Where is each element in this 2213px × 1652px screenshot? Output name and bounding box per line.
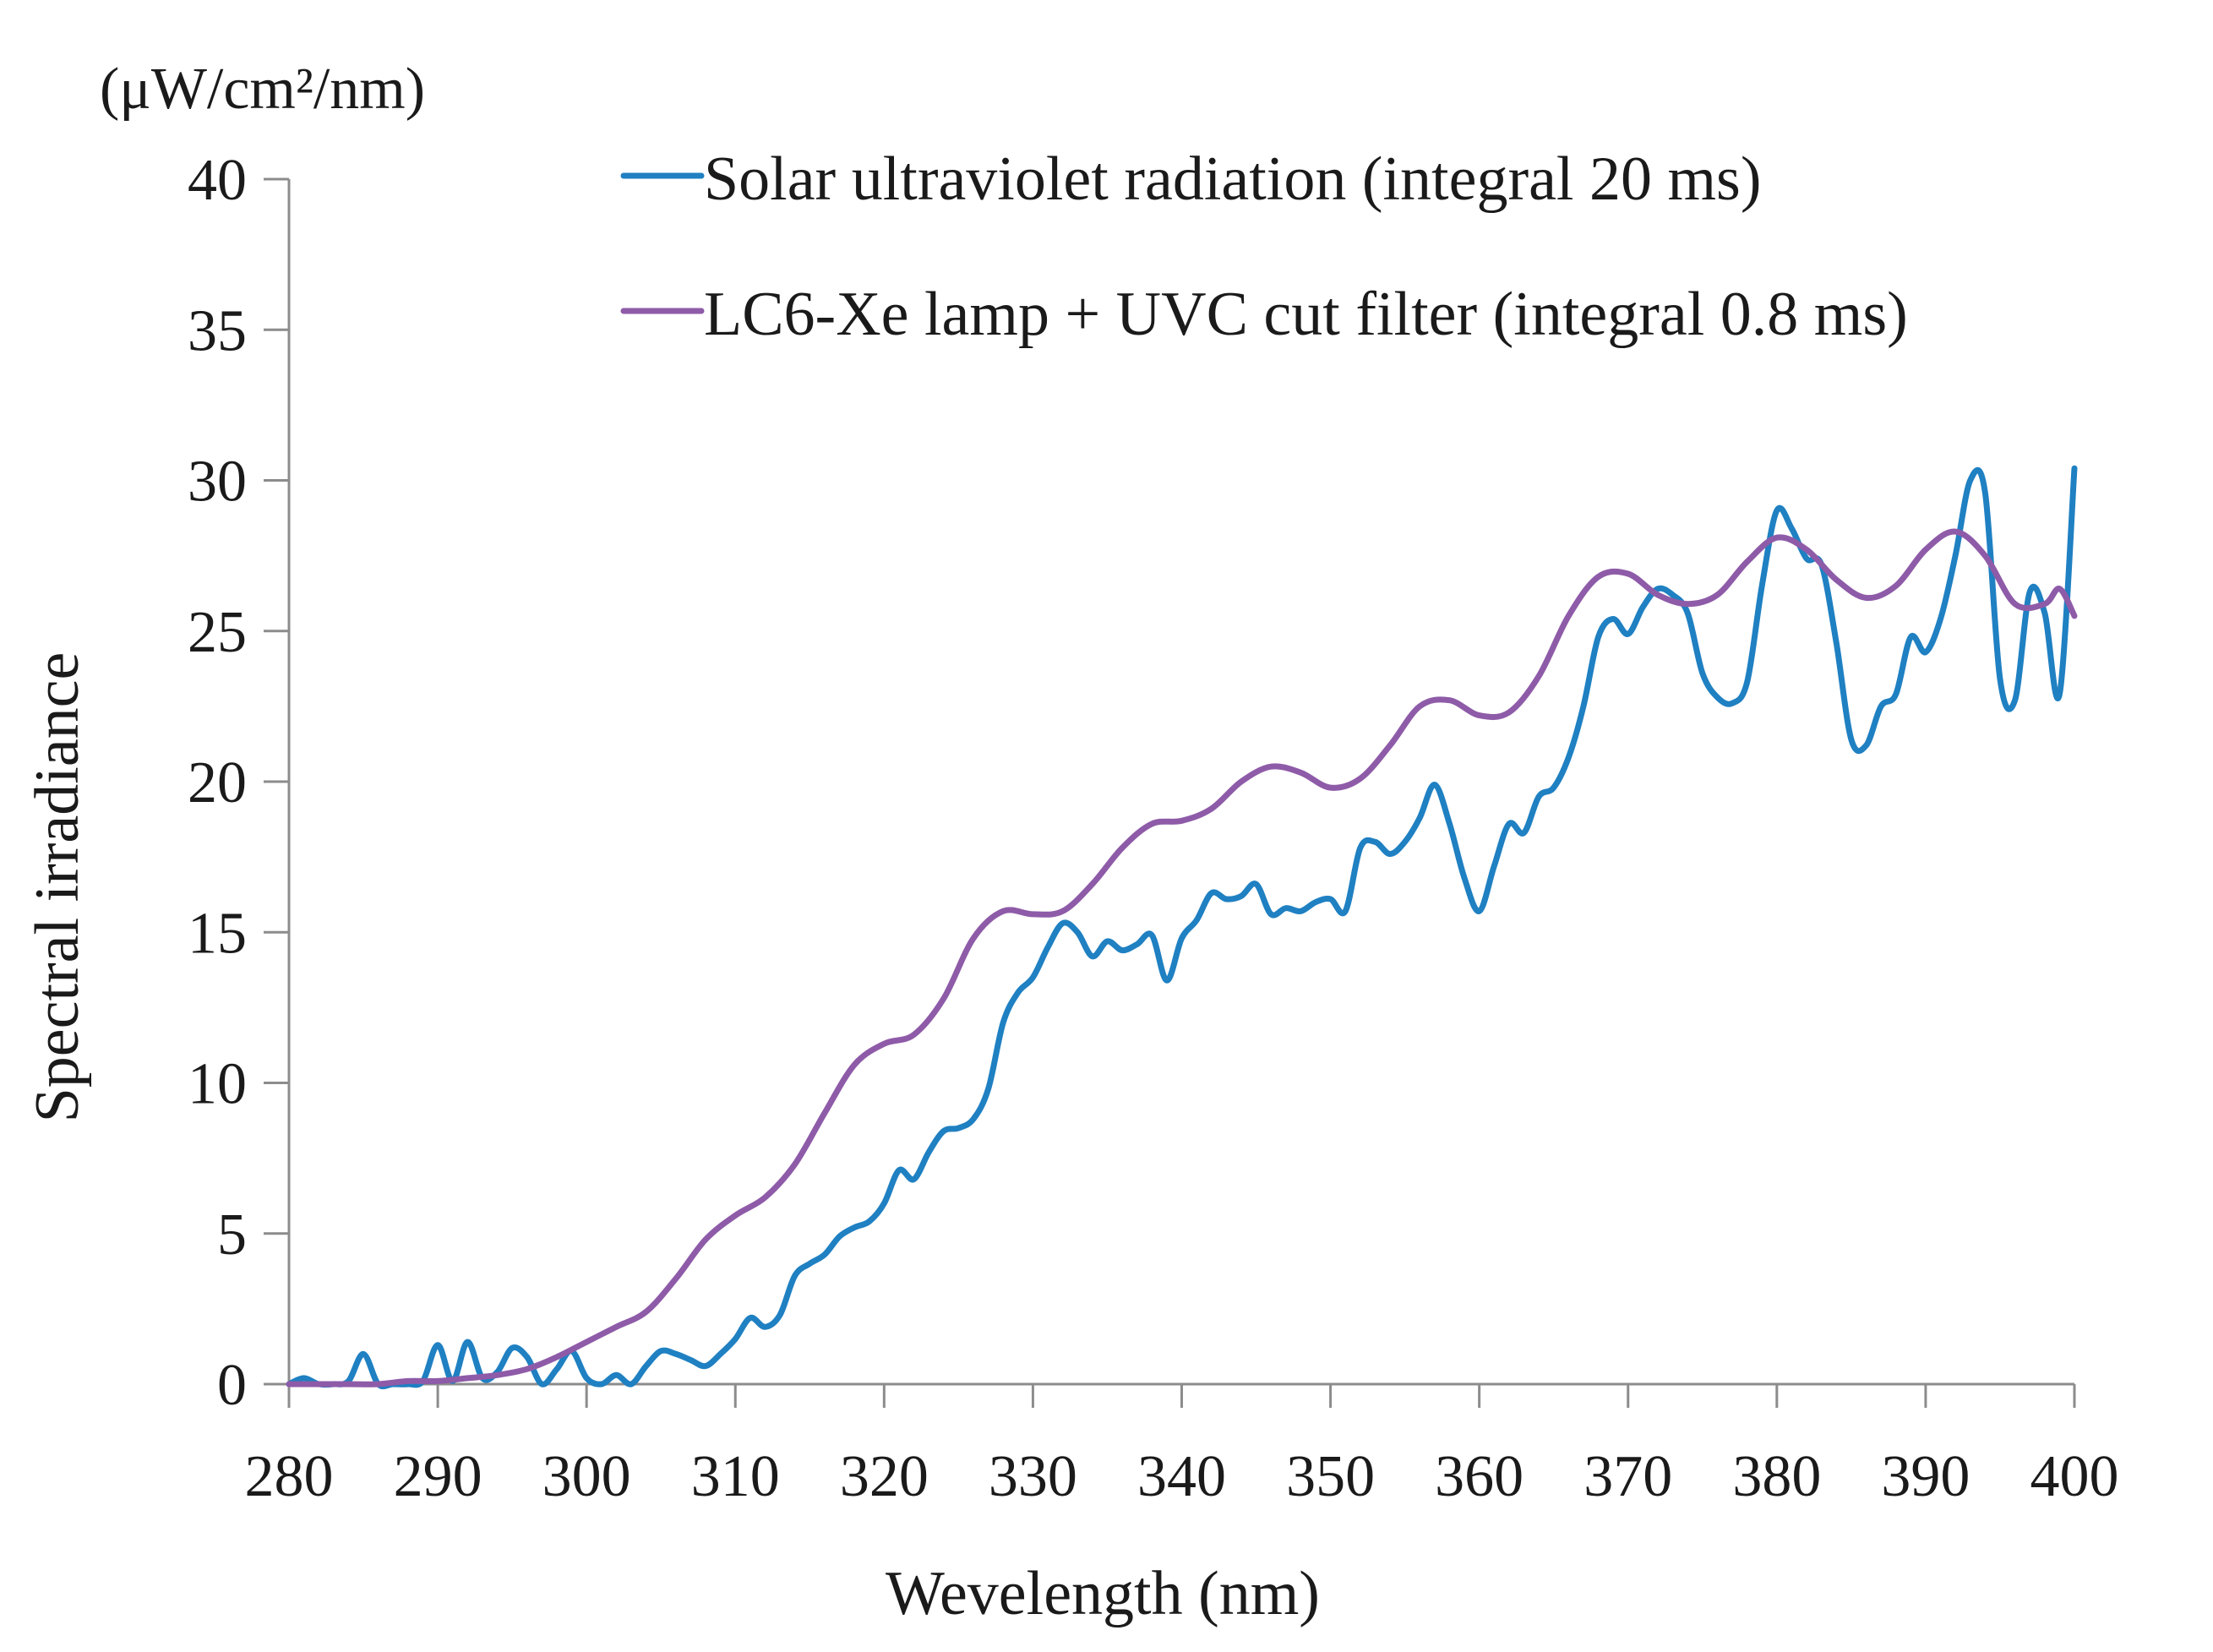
x-axis-title: Wevelength (nm) [886, 1559, 1320, 1628]
x-tick-label: 300 [542, 1444, 631, 1509]
y-tick-label: 0 [217, 1353, 247, 1418]
legend-label-solar: Solar ultraviolet radiation (integral 20… [704, 144, 1762, 214]
legend-label-lamp: LC6-Xe lamp + UVC cut filter (integral 0… [704, 280, 1908, 349]
series-line-solar [286, 465, 2078, 1390]
y-tick-label: 20 [188, 750, 247, 815]
y-tick-label: 30 [188, 450, 247, 515]
x-tick-label: 360 [1435, 1444, 1523, 1509]
units-label: (μW/cm²/nm) [100, 57, 425, 122]
x-tick-label: 290 [394, 1444, 482, 1509]
x-tick-label: 350 [1286, 1444, 1375, 1509]
x-tick-label: 280 [245, 1444, 334, 1509]
legend: Solar ultraviolet radiation (integral 20… [620, 144, 1908, 349]
y-tick-label: 5 [217, 1202, 247, 1268]
x-tick-label: 390 [1881, 1444, 1970, 1509]
x-tick-label: 370 [1583, 1444, 1672, 1509]
y-tick-label: 15 [188, 901, 247, 966]
axes [287, 179, 2074, 1386]
y-tick-label: 10 [188, 1052, 247, 1117]
x-tick-label: 400 [2030, 1444, 2119, 1509]
y-tick-label: 35 [188, 298, 247, 363]
y-tick-label: 25 [188, 600, 247, 665]
x-tick-label: 330 [989, 1444, 1077, 1509]
ticks: 0 5 10 15 20 25 30 35 40 280 290 300 310 320 330 340 350… [188, 148, 2119, 1509]
series-line-lamp [286, 528, 2078, 1388]
x-tick-label: 310 [691, 1444, 780, 1509]
x-tick-label: 340 [1137, 1444, 1226, 1509]
plot-area [286, 465, 2078, 1390]
y-axis-title: Spectral irradiance [23, 652, 92, 1123]
x-tick-label: 320 [840, 1444, 929, 1509]
y-tick-label: 40 [188, 148, 247, 213]
x-tick-label: 380 [1732, 1444, 1821, 1509]
